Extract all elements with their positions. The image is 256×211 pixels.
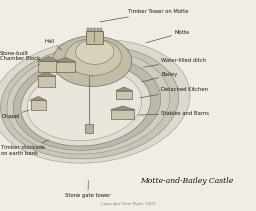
Ellipse shape (52, 36, 132, 87)
Ellipse shape (65, 38, 122, 76)
Ellipse shape (27, 68, 142, 141)
Text: Motte-and-Bailey Castle: Motte-and-Bailey Castle (140, 177, 233, 185)
Ellipse shape (0, 39, 190, 163)
Text: Detached Kitchen: Detached Kitchen (140, 87, 208, 98)
Ellipse shape (13, 57, 161, 150)
Ellipse shape (76, 39, 114, 64)
Text: Hall: Hall (45, 39, 62, 50)
Bar (38, 61, 58, 72)
Bar (97, 28, 99, 31)
Text: Chapel: Chapel (1, 110, 29, 119)
Text: Timber stockade
on earth bank: Timber stockade on earth bank (1, 140, 49, 156)
Bar (56, 62, 75, 72)
Polygon shape (116, 87, 133, 91)
Bar (85, 124, 93, 133)
Bar (111, 110, 134, 119)
Text: Stables and Barns: Stables and Barns (138, 111, 209, 116)
Polygon shape (30, 96, 46, 100)
Text: Stone-built
Chamber Block: Stone-built Chamber Block (0, 50, 40, 64)
Bar (38, 76, 55, 87)
Polygon shape (38, 57, 59, 61)
Bar (87, 28, 89, 31)
Bar (86, 31, 103, 44)
Bar (93, 28, 96, 31)
Text: Water-filled ditch: Water-filled ditch (143, 58, 206, 67)
Ellipse shape (7, 51, 170, 154)
Polygon shape (111, 106, 135, 110)
Polygon shape (55, 57, 76, 62)
Text: Copyright Peter Ryder 2003: Copyright Peter Ryder 2003 (101, 202, 155, 206)
Bar (90, 28, 92, 31)
Polygon shape (37, 72, 56, 76)
Bar (100, 28, 102, 31)
Text: Stone gate tower: Stone gate tower (65, 181, 111, 198)
Bar (31, 100, 46, 110)
Bar (116, 91, 132, 99)
Ellipse shape (1, 46, 179, 159)
Text: Bailey: Bailey (142, 72, 177, 82)
Text: Motte: Motte (146, 30, 189, 43)
Text: Timber Tower on Motte: Timber Tower on Motte (100, 9, 188, 22)
Ellipse shape (21, 63, 151, 146)
